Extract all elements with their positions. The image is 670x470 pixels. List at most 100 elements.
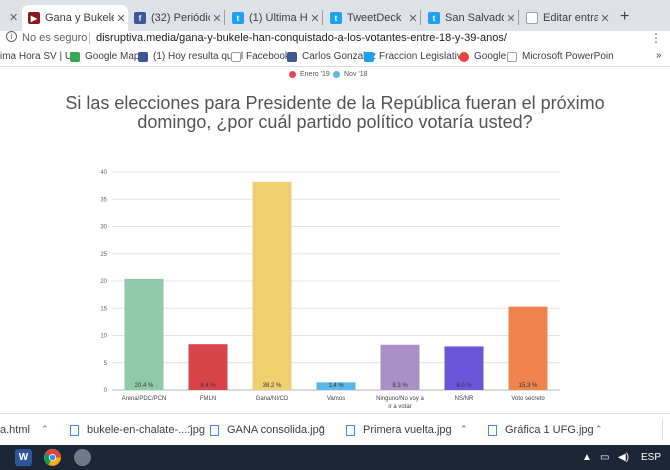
close-icon[interactable]: ✕ xyxy=(310,12,320,25)
close-icon[interactable]: ✕ xyxy=(506,12,516,25)
download-item[interactable]: bukele-en-chalate-....jpg xyxy=(70,424,205,436)
twitter-icon xyxy=(364,51,374,62)
download-item[interactable]: GANA consolida.jpg xyxy=(210,424,325,436)
close-icon[interactable]: ✕ xyxy=(212,12,222,25)
bookmark-label: Carlos Gonzalez xyxy=(302,51,376,62)
page-icon xyxy=(507,51,517,62)
tv-icon: ▶ xyxy=(28,12,40,24)
image-file-icon xyxy=(346,424,355,436)
bookmark-label: ima Hora SV | Un xyxy=(0,51,78,62)
bookmark-hoy-resulta[interactable]: (1) Hoy resulta que l xyxy=(138,51,243,62)
close-icon[interactable]: ✕ xyxy=(116,12,126,25)
bar xyxy=(508,306,548,390)
y-tick-label: 25 xyxy=(100,252,107,258)
download-item[interactable]: a.html xyxy=(0,424,30,436)
bookmark-google-maps[interactable]: Google Maps xyxy=(70,51,144,62)
data-label: 15.3 % xyxy=(519,383,538,389)
x-tick-label: ir a votar xyxy=(388,404,411,410)
data-label: 1.4 % xyxy=(328,383,344,389)
y-tick-label: 5 xyxy=(104,361,108,367)
data-label: 8.3 % xyxy=(392,383,408,389)
volume-icon[interactable]: ◀) xyxy=(618,452,630,463)
bookmark-fraccion-legislativa[interactable]: Fraccion Legislativa xyxy=(364,51,467,62)
chevron-up-icon[interactable]: ⌃ xyxy=(318,424,326,434)
language-indicator[interactable]: ESP xyxy=(641,452,662,463)
bookmark-facebook[interactable]: Facebook xyxy=(231,51,290,62)
x-tick-label: Ninguno/No voy a xyxy=(376,396,424,402)
y-tick-label: 20 xyxy=(100,279,107,285)
paint-icon[interactable] xyxy=(74,449,91,466)
y-tick-label: 40 xyxy=(100,170,107,176)
x-tick-label: Voto secreto xyxy=(511,396,545,402)
bookmark-label: Facebook xyxy=(246,51,290,62)
y-tick-label: 10 xyxy=(100,334,107,340)
word-icon[interactable]: W xyxy=(15,449,32,466)
chevron-right-icon[interactable]: » xyxy=(656,50,662,61)
menu-icon[interactable]: ⋮ xyxy=(650,31,662,45)
network-icon[interactable]: ▲ xyxy=(582,452,592,463)
download-label: a.html xyxy=(0,424,30,436)
bookmark-label: Google Maps xyxy=(85,51,145,62)
bar xyxy=(252,181,292,390)
tab-label: Editar entrada « xyxy=(543,12,598,24)
bar xyxy=(316,382,356,390)
tab-label: (32) Periódico Dig xyxy=(151,12,210,24)
word-label: W xyxy=(18,452,29,463)
tab-label: Gana y Bukele ha xyxy=(45,12,114,24)
download-label: GANA consolida.jpg xyxy=(227,424,325,436)
bookmark-label: Fraccion Legislativa xyxy=(379,51,468,62)
facebook-icon xyxy=(287,51,297,62)
legend-swatch xyxy=(333,71,340,78)
tab-twitter[interactable]: t (1) Última Hora (E ✕ xyxy=(226,5,322,31)
url-text[interactable]: disruptiva.media/gana-y-bukele-han-conqu… xyxy=(96,32,507,44)
x-tick-label: Arena/PDC/PCN xyxy=(122,396,167,402)
info-icon[interactable]: i xyxy=(6,31,17,42)
image-file-icon xyxy=(488,424,497,436)
chrome-icon[interactable] xyxy=(44,449,61,466)
tab-tweetdeck[interactable]: t TweetDeck ✕ xyxy=(324,5,420,31)
security-label[interactable]: No es seguro xyxy=(22,32,88,44)
downloads-divider xyxy=(662,420,663,440)
download-item[interactable]: Gráfica 1 UFG.jpg xyxy=(488,424,594,436)
download-label: Primera vuelta.jpg xyxy=(363,424,452,436)
y-tick-label: 30 xyxy=(100,225,107,231)
tab-san-salvador[interactable]: t San Salvador Es Tu ✕ xyxy=(422,5,518,31)
bookmark-ultima-hora[interactable]: ima Hora SV | Un xyxy=(0,51,78,62)
close-icon[interactable]: ✕ xyxy=(9,12,19,24)
x-tick-label: NS/NR xyxy=(455,396,474,402)
address-bar[interactable]: i No es seguro disruptiva.media/gana-y-b… xyxy=(0,31,670,47)
close-icon[interactable]: ✕ xyxy=(408,12,418,25)
chart-legend: Enero '19 Nov '18 xyxy=(0,71,670,83)
tab-active[interactable]: ▶ Gana y Bukele ha ✕ xyxy=(22,5,128,31)
page-icon xyxy=(231,51,241,62)
chevron-up-icon[interactable]: ⌃ xyxy=(41,424,49,434)
download-item[interactable]: Primera vuelta.jpg xyxy=(346,424,452,436)
tab-editar[interactable]: Editar entrada « ✕ xyxy=(520,5,612,31)
bookmark-google[interactable]: Google xyxy=(459,51,506,62)
page-content: Enero '19 Nov '18 Si las elecciones para… xyxy=(0,67,670,413)
tab-divider xyxy=(224,10,225,25)
downloads-bar: a.html ⌃ bukele-en-chalate-....jpg ⌃ GAN… xyxy=(0,413,670,445)
google-icon xyxy=(459,51,469,62)
close-icon[interactable]: ✕ xyxy=(600,12,610,25)
battery-icon[interactable]: ▭ xyxy=(600,452,610,463)
download-label: Gráfica 1 UFG.jpg xyxy=(505,424,594,436)
tab-facebook[interactable]: f (32) Periódico Dig ✕ xyxy=(128,5,224,31)
taskbar: W ▲ ▭ ◀) ESP xyxy=(0,445,670,470)
address-divider xyxy=(89,33,90,44)
new-tab-button[interactable]: + xyxy=(620,8,630,25)
bar xyxy=(124,278,164,390)
tab-divider xyxy=(518,10,519,25)
bar xyxy=(188,344,228,390)
chevron-up-icon[interactable]: ⌃ xyxy=(595,424,603,434)
tab-label: (1) Última Hora (E xyxy=(249,12,308,24)
x-tick-label: Vamos xyxy=(327,396,345,402)
bar-chart: 0 5 10 15 20 25 30 35 40 20.4 % Arena/PDC/PCN 8.4 %… xyxy=(100,170,560,410)
chevron-up-icon[interactable]: ⌃ xyxy=(460,424,468,434)
chevron-up-icon[interactable]: ⌃ xyxy=(186,424,194,434)
bookmark-carlos-gonzalez[interactable]: Carlos Gonzalez xyxy=(287,51,376,62)
bookmark-powerpoint[interactable]: Microsoft PowerPoin xyxy=(507,51,614,62)
twitter-icon: t xyxy=(232,12,244,24)
facebook-icon: f xyxy=(134,12,146,24)
legend-swatch xyxy=(289,71,296,78)
